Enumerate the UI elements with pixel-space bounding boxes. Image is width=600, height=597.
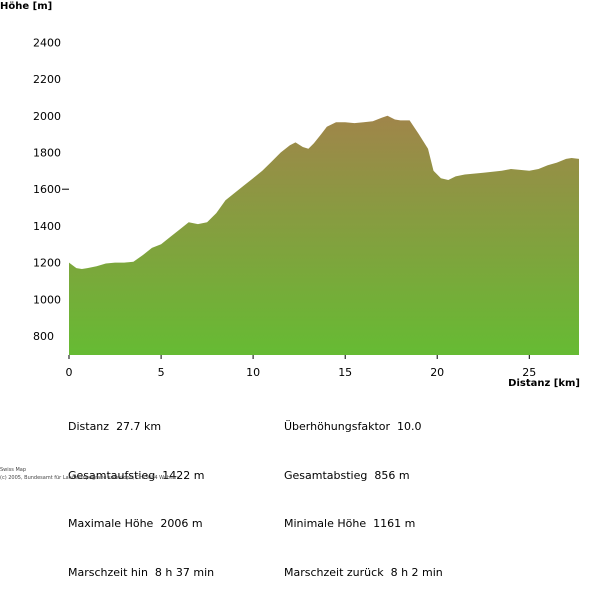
stat-label: Überhöhungsfaktor (284, 420, 391, 433)
stat-distance: Distanz 27.7 km (68, 419, 214, 436)
y-axis-label: Höhe [m] (0, 1, 52, 12)
stat-value: 8 h 37 min (154, 565, 215, 579)
stat-total-ascent: Gesamtaufstieg 1422 m (68, 468, 214, 485)
stat-value: 856 m (374, 468, 410, 482)
x-tick-label: 20 (430, 366, 444, 379)
y-tick-label: 1200 (33, 257, 61, 270)
stat-label: Marschzeit zurück (284, 565, 384, 579)
stat-label: Marschzeit hin (68, 565, 148, 579)
x-tick-label: 0 (66, 366, 73, 379)
stat-time-back: Marschzeit zurück 8 h 2 min (284, 565, 443, 582)
copyright-line-2: (c) 2005, Bundesamt für Landestopografie… (0, 475, 179, 481)
stat-exaggeration: Überhöhungsfaktor 10.0 (284, 419, 443, 436)
copyright-line-1: Swiss Map (0, 467, 27, 473)
stat-total-descent: Gesamtabstieg 856 m (284, 468, 443, 485)
stat-label: Gesamtabstieg (284, 468, 368, 482)
stat-label: Gesamtaufstieg (68, 468, 156, 482)
y-tick-label: 1800 (33, 147, 61, 160)
y-tick-label: 2200 (33, 73, 61, 86)
stat-max-height: Maximale Höhe 2006 m (68, 516, 214, 533)
stats-right: Überhöhungsfaktor 10.0 Gesamtabstieg 856… (284, 387, 443, 597)
stat-value: 8 h 2 min (390, 565, 443, 579)
y-tick-label: 2000 (33, 110, 61, 123)
y-tick-label: 2400 (33, 36, 61, 49)
stats-left: Distanz 27.7 km Gesamtaufstieg 1422 m Ma… (68, 387, 214, 597)
stat-value: 2006 m (160, 517, 203, 530)
x-tick-label: 25 (522, 366, 536, 379)
y-tick-label: 800 (33, 330, 54, 343)
elevation-area (69, 115, 579, 355)
stat-value: 10.0 (397, 420, 422, 433)
stat-label: Maximale Höhe (68, 517, 154, 530)
x-tick-label: 10 (246, 366, 260, 379)
y-tick-label: 1000 (33, 293, 61, 306)
stat-value: 1161 m (373, 517, 416, 530)
y-tick-label: 1400 (33, 220, 61, 233)
stat-time-there: Marschzeit hin 8 h 37 min (68, 565, 214, 582)
stat-value: 27.7 km (116, 420, 162, 433)
x-axis-label: Distanz [km] (508, 378, 580, 389)
x-tick-label: 15 (338, 366, 352, 379)
stat-value: 1422 m (162, 468, 205, 482)
stat-min-height: Minimale Höhe 1161 m (284, 516, 443, 533)
x-tick-label: 5 (158, 366, 165, 379)
elevation-profile-chart: 800 1000 1200 1400 1600 1800 2000 2200 2400 0 5 10… (0, 1, 580, 389)
stat-label: Distanz (68, 420, 110, 433)
y-tick-label: 1600 (33, 183, 61, 196)
stat-label: Minimale Höhe (284, 517, 367, 530)
